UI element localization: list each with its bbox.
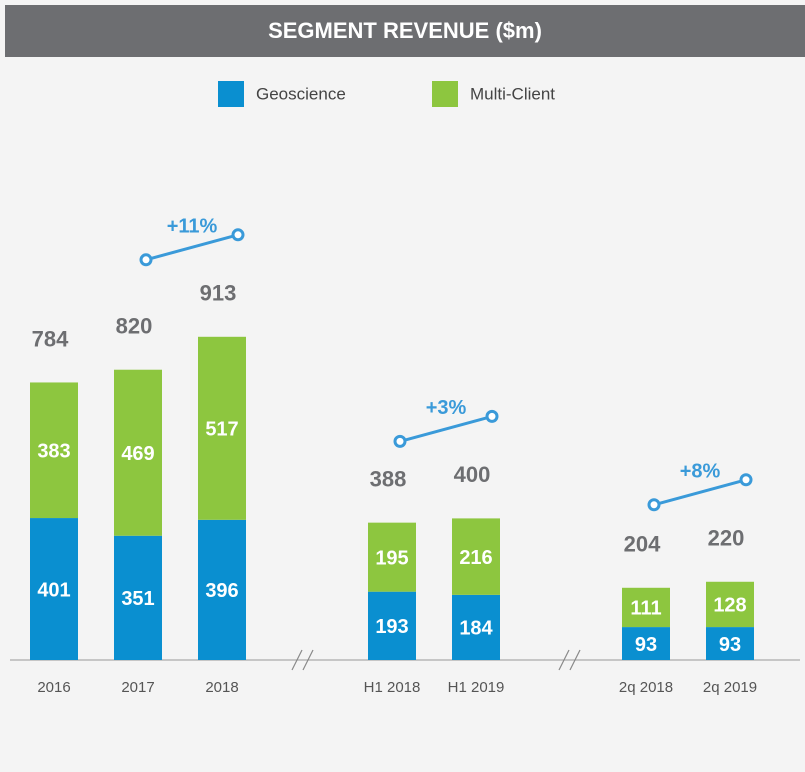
growth-dot [485,409,499,423]
title-bar [5,5,805,57]
bar-segment [368,591,416,660]
chart-title: SEGMENT REVENUE ($m) [268,18,542,43]
growth-dot [231,228,245,242]
x-tick-label: H1 2019 [448,679,505,696]
value-label: 517 [205,419,238,441]
bar-segment [706,627,754,660]
bar-segment [622,587,670,628]
bar-segment [706,581,754,628]
x-tick-label: 2q 2018 [619,679,673,696]
bar-segment [198,336,246,520]
x-tick-label: 2q 2019 [703,679,757,696]
axis-break [291,649,581,671]
value-label: 93 [635,634,657,656]
x-tick-label: H1 2018 [364,679,421,696]
value-label: 216 [459,547,492,569]
value-label: 93 [719,634,741,656]
bar-segment [30,518,78,660]
value-label: 184 [459,618,493,640]
value-label: 193 [375,616,408,638]
growth-dot [739,473,753,487]
total-label: 220 [708,526,745,551]
total-label: 400 [454,462,491,487]
x-tick-label: 2017 [121,679,154,696]
total-label: 388 [370,466,407,491]
value-label: 383 [37,441,70,463]
legend-label: Multi-Client [470,84,555,103]
total-label: 820 [116,314,153,339]
value-label: 351 [121,588,154,610]
value-label: 469 [121,443,154,465]
bar-segment [452,518,500,595]
growth-dot [139,253,153,267]
growth-dot [647,498,661,512]
value-label: 401 [37,579,70,601]
legend-label: Geoscience [256,84,346,103]
bar-segment [368,522,416,592]
total-label: 204 [624,532,661,557]
x-tick-label: 2016 [37,679,70,696]
total-label: 913 [200,281,237,306]
x-tick-label: 2018 [205,679,238,696]
total-label: 784 [32,326,69,351]
growth-line [145,233,239,262]
value-label: 396 [205,580,238,602]
growth-label: +8% [680,461,721,483]
growth-line [653,478,747,507]
legend-swatch [432,81,458,107]
bar-segment [114,535,162,660]
growth-label: +3% [426,397,467,419]
value-label: 111 [630,598,661,620]
value-label: 195 [375,547,408,569]
bar-segment [198,519,246,660]
bar-segment [622,627,670,660]
bar-segment [114,369,162,536]
growth-label: +11% [167,216,218,238]
legend-swatch [218,81,244,107]
growth-line [399,414,493,443]
growth-dot [393,434,407,448]
bar-segment [452,594,500,660]
value-label: 128 [713,595,746,617]
bar-segment [30,382,78,519]
